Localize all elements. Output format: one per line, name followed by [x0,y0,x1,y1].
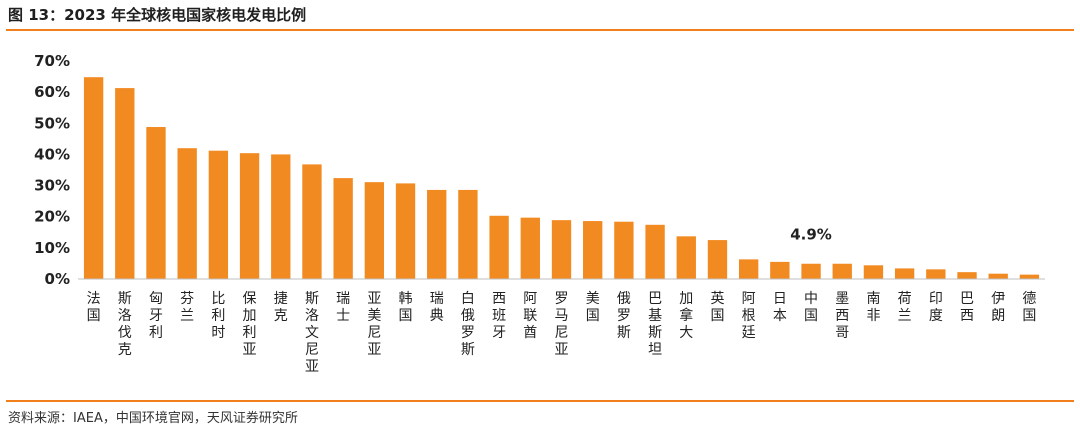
bar [926,269,946,279]
x-tick-label: 巴基斯坦 [648,291,662,358]
bar [863,265,884,279]
x-tick-label: 荷兰 [898,291,912,324]
bar [177,148,197,279]
y-tick-label: 40% [34,145,70,163]
y-tick-label: 60% [34,83,70,101]
bar [520,217,540,279]
bars [83,77,1040,280]
x-tick-label: 巴西 [960,291,974,324]
bar [957,272,977,279]
y-tick-label: 50% [34,114,70,132]
bar [988,273,1008,279]
bar [1019,274,1040,279]
bar [583,221,603,279]
bar [645,224,665,279]
bar [395,183,416,279]
source-note: 资料来源：IAEA，中国环境官网，天风证券研究所 [8,411,298,426]
bar [364,182,385,279]
x-tick-label: 罗马尼亚 [555,291,569,358]
bar [208,150,229,279]
x-tick-label: 加拿大 [679,291,693,341]
x-tick-label: 匈牙利 [149,291,163,341]
x-tick-label: 美国 [586,291,600,324]
x-tick-label: 瑞典 [430,291,444,324]
x-tick-label: 墨西哥 [835,291,849,341]
bar [458,189,478,279]
bar [239,153,260,279]
x-tick-label: 德国 [1022,291,1036,324]
bar-chart: 0% 10% 20% 30% 40% 50% 60% 70% 法国 斯洛伐克 匈牙利 芬兰 比利时 保加… [34,52,1045,375]
bar [832,263,852,279]
y-tick-label: 0% [45,270,70,288]
bar [738,259,759,279]
x-tick-label: 捷克 [274,291,288,324]
bar [271,154,291,279]
x-tick-label: 日本 [773,291,787,324]
bar [83,77,104,279]
bar [707,240,728,279]
x-tick-label: 伊朗 [991,291,1005,324]
bar [489,215,509,279]
x-tick-label: 法国 [87,291,101,324]
x-tick-label: 白俄罗斯 [461,291,475,358]
x-tick-label: 芬兰 [180,291,194,324]
x-tick-label: 瑞士 [336,291,350,324]
bar [614,221,634,279]
bar [333,178,353,279]
x-tick-label: 比利时 [211,291,225,341]
bar [894,268,915,279]
figure-title: 图 13：2023 年全球核电国家核电发电比例 [8,6,307,24]
x-tick-label: 南非 [866,291,880,324]
x-tick-label: 印度 [929,291,943,324]
bar [551,220,572,279]
x-tick-label: 中国 [804,291,818,324]
x-tick-label: 阿根廷 [742,291,756,341]
y-tick-label: 20% [34,208,70,226]
top-divider [6,29,1074,31]
x-tick-label: 亚美尼亚 [367,291,381,358]
bar [302,164,322,279]
y-axis-ticks: 0% 10% 20% 30% 40% 50% 60% 70% [34,52,70,288]
x-tick-label: 俄罗斯 [617,291,631,341]
x-tick-label: 斯洛文尼亚 [305,291,319,375]
y-tick-label: 30% [34,177,70,195]
data-labels: 4.9% [790,226,832,244]
x-tick-label: 斯洛伐克 [118,291,132,358]
x-tick-label: 韩国 [399,291,413,324]
bottom-divider [6,400,1074,402]
bar [801,263,821,279]
x-tick-label: 西班牙 [492,291,506,341]
y-tick-label: 10% [34,239,70,257]
x-tick-label: 阿联酋 [523,291,537,341]
y-tick-label: 70% [34,52,70,70]
x-tick-label: 保加利亚 [243,291,257,358]
bar [676,236,696,279]
bar [770,261,790,279]
bar [427,189,447,279]
data-label: 4.9% [790,226,832,244]
bar [115,88,135,279]
x-tick-label: 英国 [710,290,724,324]
bar [146,127,166,280]
